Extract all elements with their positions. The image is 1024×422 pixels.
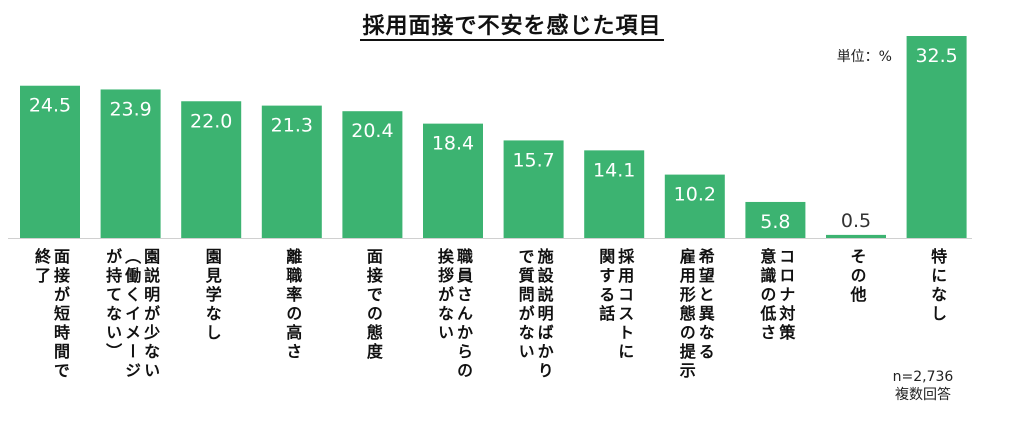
category-label: その他 bbox=[847, 248, 867, 305]
data-label: 22.0 bbox=[190, 110, 232, 132]
bar bbox=[906, 36, 967, 238]
category-label: 面接での態度 bbox=[363, 248, 383, 362]
category-label: 施設説明ばかり で質問がない bbox=[515, 248, 554, 381]
category-label: コロナ対策 意識の低さ bbox=[757, 248, 796, 343]
category-label: 職員さんからの 挨拶がない bbox=[435, 248, 473, 381]
chart-title: 採用面接で不安を感じた項目 bbox=[0, 8, 1024, 41]
data-label: 10.2 bbox=[674, 184, 716, 206]
multiple-answer-note: 複数回答 bbox=[895, 387, 951, 403]
data-label: 15.7 bbox=[512, 149, 554, 171]
bar bbox=[423, 123, 483, 238]
bar bbox=[584, 150, 645, 238]
bar bbox=[20, 85, 80, 238]
data-label: 0.5 bbox=[841, 210, 871, 232]
bar bbox=[503, 140, 564, 238]
bar bbox=[826, 234, 886, 238]
data-label: 14.1 bbox=[593, 159, 635, 181]
bar bbox=[261, 105, 322, 238]
data-label: 24.5 bbox=[29, 95, 71, 117]
data-label: 5.8 bbox=[760, 211, 790, 233]
sample-size-note: n=2,736 bbox=[892, 369, 954, 385]
bar bbox=[342, 111, 403, 238]
unit-label: 単位：% bbox=[836, 49, 892, 65]
bar bbox=[664, 174, 725, 238]
category-label: 希望と異なる 雇用形態の提示 bbox=[676, 248, 715, 381]
category-label: 採用コストに 関する話 bbox=[596, 248, 635, 362]
data-label: 23.9 bbox=[109, 98, 151, 120]
category-label: 園説明が少ない （働くイメージ が持てない） bbox=[103, 248, 161, 381]
data-label: 32.5 bbox=[915, 45, 957, 67]
category-label: 面接が短時間で 終了 bbox=[32, 248, 70, 381]
category-label: 園見学なし bbox=[202, 248, 222, 343]
bar bbox=[100, 89, 161, 239]
bar bbox=[745, 201, 806, 238]
bar bbox=[181, 101, 242, 238]
category-label: 離職率の高さ bbox=[283, 248, 303, 362]
data-label: 21.3 bbox=[271, 115, 313, 137]
data-label: 20.4 bbox=[351, 120, 393, 142]
sample-note: n=2,736 複数回答 bbox=[878, 368, 968, 404]
chart-title-text: 採用面接で不安を感じた項目 bbox=[360, 14, 664, 41]
category-label: 特になし bbox=[928, 248, 948, 324]
data-label: 18.4 bbox=[432, 133, 474, 155]
